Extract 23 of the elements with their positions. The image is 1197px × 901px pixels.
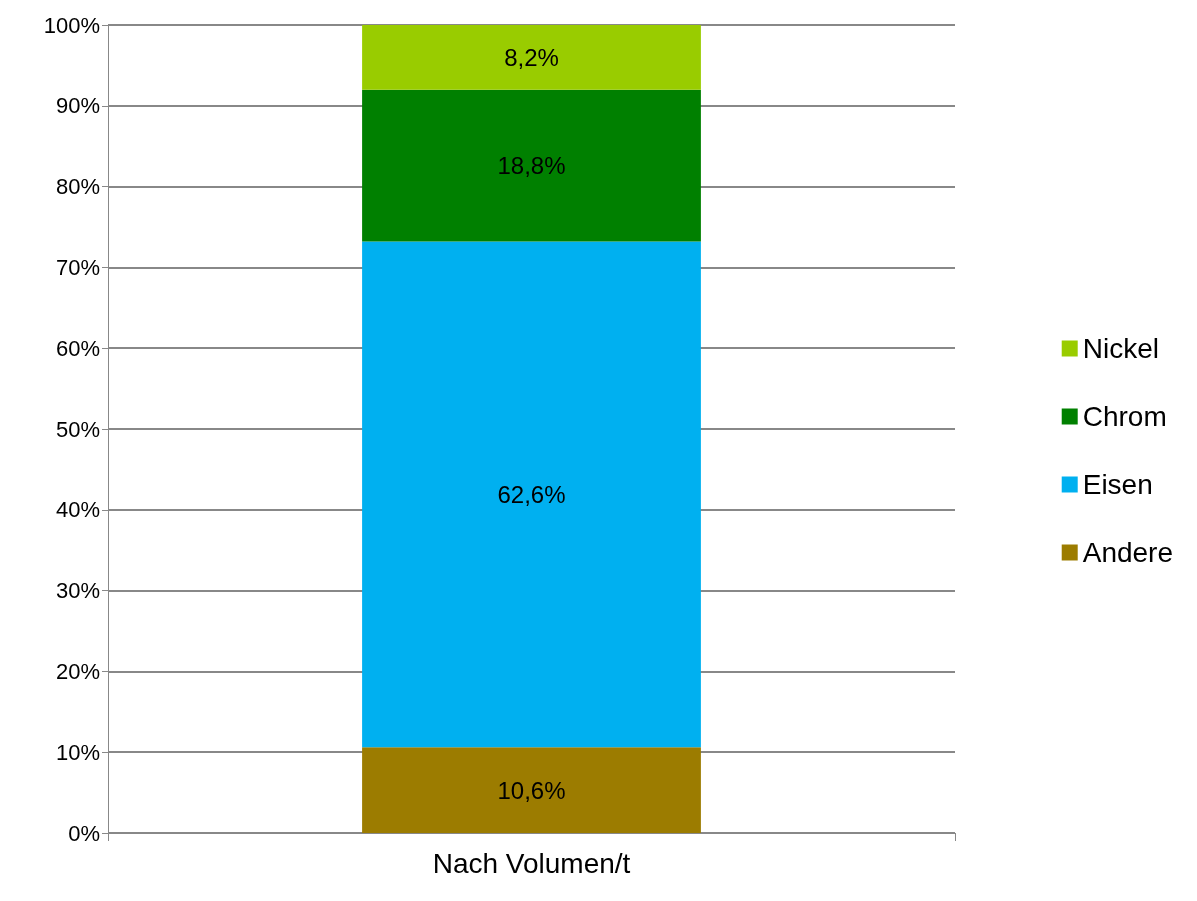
y-tick-label: 90% [55,93,100,119]
x-tick-label: Nach Volumen/t [432,847,631,879]
data-label: 10,6% [497,776,566,804]
y-tick-label: 100% [43,12,100,38]
y-tick-label: 20% [55,658,100,684]
y-tick-label: 40% [55,497,100,523]
legend-label: Nickel [1082,333,1159,364]
data-label: 62,6% [497,480,566,508]
y-tick-label: 50% [55,416,100,442]
y-tick-label: 0% [68,820,100,846]
legend-label: Eisen [1082,469,1153,500]
bar [362,747,701,833]
data-label: 8,2% [504,43,559,71]
y-tick-label: 80% [55,174,100,200]
bar [362,241,701,748]
y-tick-label: 10% [55,739,100,765]
y-tick-label: 30% [55,578,100,604]
legend-label: Chrom [1082,401,1167,432]
y-tick-label: 70% [55,254,100,280]
legend-label: Andere [1082,537,1174,568]
y-tick-label: 60% [55,335,100,361]
bar [362,89,701,242]
data-label: 18,8% [497,152,566,180]
